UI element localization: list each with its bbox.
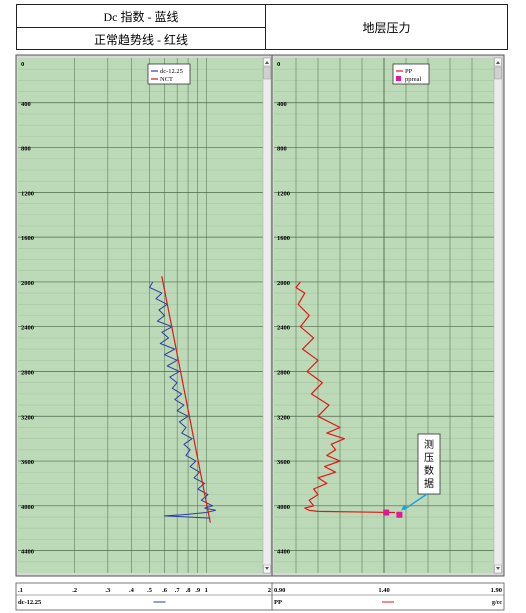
scrollbar-thumb[interactable] xyxy=(263,66,271,80)
y-tick-label: 800 xyxy=(21,146,31,153)
header-pressure-title: 地层压力 xyxy=(362,20,411,35)
scrollbar-track-pp[interactable] xyxy=(493,57,503,574)
y-tick-label: 2000 xyxy=(21,280,34,287)
legend-box xyxy=(392,63,430,85)
axis-strip-dc xyxy=(15,582,274,611)
x-tick-label: 1 xyxy=(205,587,208,594)
chevron-down-icon xyxy=(496,567,500,570)
x-tick-label: 1.90 xyxy=(491,587,502,594)
y-tick-label: 2000 xyxy=(277,280,290,287)
x-axis-unit: g/cc xyxy=(492,600,502,606)
x-axis-title: PP xyxy=(274,599,282,606)
y-tick-label: 4000 xyxy=(21,504,34,511)
scrollbar-track-dc[interactable] xyxy=(262,57,272,574)
legend-label: ppreal xyxy=(405,76,421,83)
scrollbar-thumb[interactable] xyxy=(494,66,502,80)
header-dc-title: Dc 指数 - 蓝线 xyxy=(17,5,266,28)
y-tick-label: 1600 xyxy=(277,235,290,242)
x-tick-label: .9 xyxy=(195,587,201,594)
chevron-down-icon xyxy=(265,567,269,570)
y-tick-label: 3600 xyxy=(277,459,290,466)
y-tick-label: 3600 xyxy=(21,459,34,466)
y-tick-label: 1600 xyxy=(21,235,34,242)
x-tick-label: .3 xyxy=(105,587,111,594)
ppreal-marker xyxy=(396,511,403,518)
x-tick-label: .1 xyxy=(18,587,23,594)
y-tick-label: 0 xyxy=(21,61,24,68)
y-tick-label: 2400 xyxy=(21,325,34,332)
x-tick-label: .7 xyxy=(175,587,181,594)
legend-label: PP xyxy=(405,68,413,75)
x-tick-label: 1.40 xyxy=(378,587,389,594)
legend-label: dc-12.25 xyxy=(160,68,183,75)
y-tick-label: 3200 xyxy=(277,414,290,421)
y-tick-label: 0 xyxy=(277,61,280,68)
x-tick-label: .8 xyxy=(186,587,192,594)
annotation-arrow xyxy=(403,493,428,511)
series-line-NCT xyxy=(161,276,211,523)
annotation-char: 据 xyxy=(424,477,434,490)
annotation-char: 数 xyxy=(424,464,434,477)
header-nct-title: 正常趋势线 - 红线 xyxy=(17,28,266,50)
legend-swatch xyxy=(396,76,401,81)
annotation-char: 测 xyxy=(424,438,434,451)
legend-label: NCT xyxy=(160,76,173,83)
x-tick-label: .4 xyxy=(129,587,135,594)
x-tick-label: 2 xyxy=(268,587,271,594)
y-tick-label: 1200 xyxy=(277,190,290,197)
chevron-up-icon xyxy=(265,61,269,64)
x-tick-label: .6 xyxy=(162,587,168,594)
y-tick-label: 400 xyxy=(277,101,287,108)
annotation-box xyxy=(417,433,441,495)
y-tick-label: 800 xyxy=(277,146,287,153)
y-tick-label: 3200 xyxy=(21,414,34,421)
legend-box xyxy=(147,63,191,85)
y-tick-label: 400 xyxy=(21,101,31,108)
y-tick-label: 4400 xyxy=(277,549,290,556)
arrow-head-icon xyxy=(401,504,407,511)
x-tick-label: .5 xyxy=(147,587,153,594)
annotation-char: 压 xyxy=(424,452,434,464)
chevron-up-icon xyxy=(496,61,500,64)
series-line-dc-12.25 xyxy=(149,281,217,519)
y-tick-label: 4400 xyxy=(21,549,34,556)
y-tick-label: 2800 xyxy=(21,369,34,376)
header-table: Dc 指数 - 蓝线 正常趋势线 - 红线 地层压力 xyxy=(16,4,508,50)
y-tick-label: 2800 xyxy=(277,369,290,376)
y-tick-label: 4000 xyxy=(277,504,290,511)
axis-strip-pp xyxy=(271,582,505,611)
x-axis-title: dc-12.25 xyxy=(18,599,42,606)
y-tick-label: 2400 xyxy=(277,325,290,332)
x-tick-label: .2 xyxy=(72,587,77,594)
x-tick-label: 0.90 xyxy=(274,587,285,594)
series-line-PP xyxy=(295,281,396,514)
ppreal-marker xyxy=(383,509,390,516)
y-tick-label: 1200 xyxy=(21,190,34,197)
